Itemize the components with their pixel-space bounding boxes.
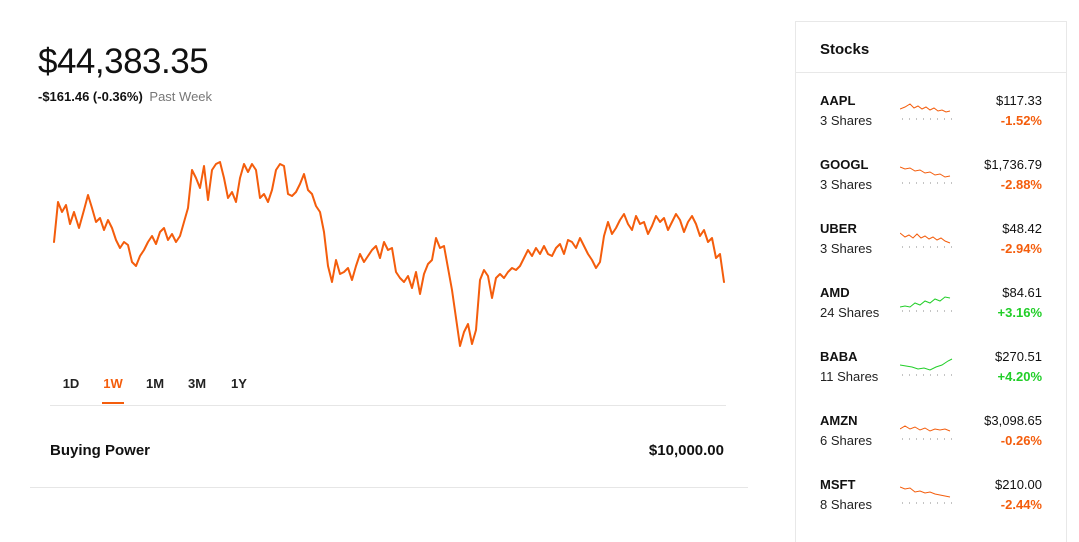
range-tab-3m[interactable]: 3M [187, 376, 207, 391]
portfolio-value: $44,383.35 [38, 42, 209, 81]
stock-symbol: AMD [820, 285, 850, 300]
stock-price: $48.42 [1002, 221, 1042, 236]
stock-change: +3.16% [997, 305, 1042, 320]
stock-price: $84.61 [1002, 285, 1042, 300]
stock-sparkline [900, 425, 954, 440]
stock-symbol: AMZN [820, 413, 858, 428]
stock-row-amd[interactable]: AMD 24 Shares $84.61 +3.16% [796, 265, 1066, 329]
stock-sparkline [900, 232, 954, 248]
stock-change: -2.88% [1000, 177, 1042, 192]
stock-symbol: AAPL [820, 93, 856, 108]
stock-shares: 8 Shares [820, 497, 873, 512]
stock-change: -2.94% [1000, 241, 1042, 256]
stock-shares: 3 Shares [820, 113, 873, 128]
stock-row-baba[interactable]: BABA 11 Shares $270.51 +4.20% [796, 329, 1066, 393]
stock-shares: 3 Shares [820, 177, 873, 192]
stock-price: $1,736.79 [984, 157, 1042, 172]
stocks-panel: Stocks AAPL 3 Shares $117.33 -1.52% GOOGL 3 S… [795, 21, 1067, 542]
stock-change: +4.20% [997, 369, 1042, 384]
stock-symbol: MSFT [820, 477, 856, 492]
portfolio-line [53, 161, 725, 347]
stock-row-uber[interactable]: UBER 3 Shares $48.42 -2.94% [796, 201, 1066, 265]
stock-sparkline [900, 103, 954, 120]
stock-sparkline [900, 166, 954, 184]
stock-price: $270.51 [995, 349, 1042, 364]
change-period-label: Past Week [149, 89, 213, 104]
divider [30, 487, 748, 488]
portfolio-line-chart[interactable] [52, 150, 726, 352]
stock-change: -1.52% [1000, 113, 1042, 128]
buying-power-label[interactable]: Buying Power [50, 442, 151, 459]
stock-shares: 3 Shares [820, 241, 873, 256]
stock-shares: 24 Shares [820, 305, 880, 320]
range-tab-1w[interactable]: 1W [92, 376, 134, 406]
stock-sparkline [900, 296, 954, 312]
stock-shares: 6 Shares [820, 433, 873, 448]
stock-symbol: BABA [820, 349, 858, 364]
portfolio-change-row: -$161.46 (-0.36%) Past Week [38, 89, 212, 104]
stock-price: $210.00 [995, 477, 1042, 492]
stock-shares: 11 Shares [820, 369, 879, 384]
range-tabs: 1D 1W 1M 3M 1Y [50, 376, 260, 406]
stock-symbol: GOOGL [820, 157, 869, 172]
stock-row-aapl[interactable]: AAPL 3 Shares $117.33 -1.52% [796, 73, 1066, 137]
stock-price: $3,098.65 [984, 413, 1042, 428]
range-tab-1y[interactable]: 1Y [231, 376, 247, 391]
stock-sparkline [900, 486, 954, 504]
range-tab-1d[interactable]: 1D [62, 376, 80, 391]
divider [50, 405, 726, 406]
stock-sparkline [900, 358, 954, 376]
stock-list: AAPL 3 Shares $117.33 -1.52% GOOGL 3 Shares $1… [796, 73, 1066, 521]
stock-row-msft[interactable]: MSFT 8 Shares $210.00 -2.44% [796, 457, 1066, 521]
stock-row-amzn[interactable]: AMZN 6 Shares $3,098.65 -0.26% [796, 393, 1066, 457]
stock-row-googl[interactable]: GOOGL 3 Shares $1,736.79 -2.88% [796, 137, 1066, 201]
stocks-panel-title: Stocks [796, 22, 1066, 73]
range-tab-1m[interactable]: 1M [145, 376, 165, 391]
buying-power-value: $10,000.00 [648, 442, 724, 459]
stock-symbol: UBER [820, 221, 857, 236]
stock-change: -0.26% [1000, 433, 1042, 448]
portfolio-change: -$161.46 (-0.36%) [38, 89, 143, 104]
stock-price: $117.33 [995, 93, 1042, 108]
stock-change: -2.44% [1000, 497, 1042, 512]
